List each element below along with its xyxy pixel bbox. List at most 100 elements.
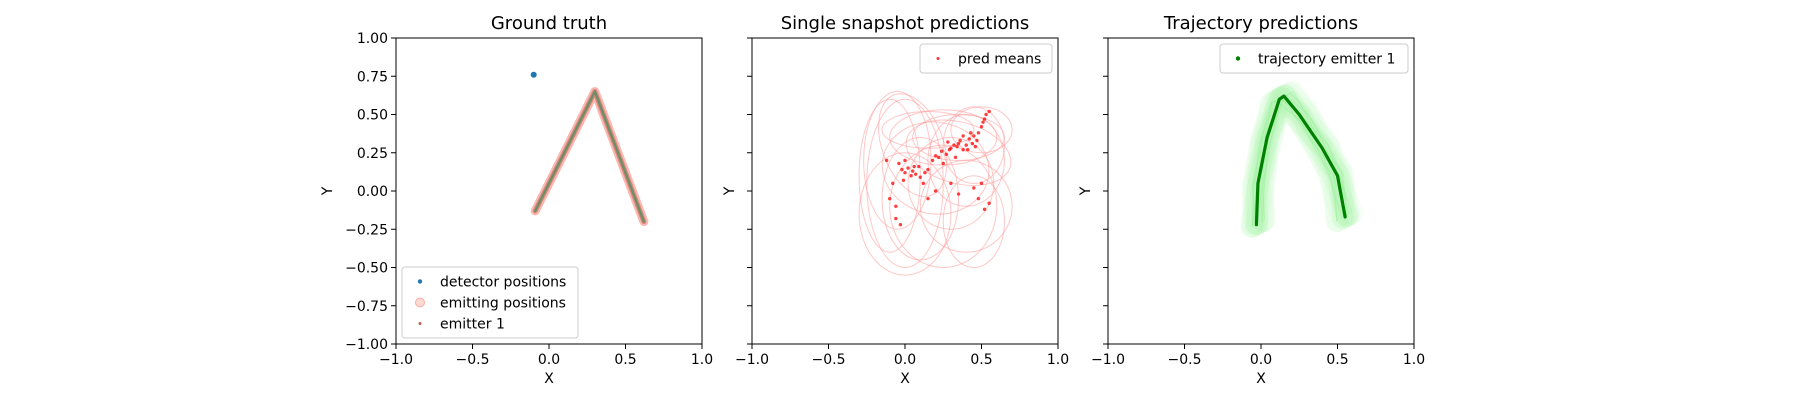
pred-mean-point: [984, 112, 988, 117]
pred-mean-point: [947, 147, 952, 152]
pred-mean-point: [918, 175, 922, 179]
pred-mean-point: [975, 138, 979, 143]
pred-uncertainty-ellipse: [889, 144, 998, 269]
pred-uncertainty-ellipse: [858, 152, 952, 276]
pred-mean-point: [949, 181, 953, 186]
y-tick-label: −0.75: [345, 299, 388, 315]
pred-mean-point: [940, 149, 944, 153]
x-tick-label: −1.0: [379, 352, 413, 368]
pred-mean-point: [987, 201, 991, 205]
pred-mean-point: [958, 138, 962, 143]
pred-mean-point: [946, 140, 950, 144]
x-tick-label: 0.5: [614, 352, 636, 368]
pred-mean-point: [979, 125, 984, 129]
pred-mean-point: [961, 147, 965, 152]
pred-mean-point: [969, 131, 973, 135]
legend-marker-pred-means: [936, 57, 940, 60]
pred-mean-point: [903, 170, 907, 175]
axes-frame: [751, 37, 1059, 345]
y-tick-label: 0.00: [357, 184, 388, 200]
pred-mean-point: [970, 141, 975, 146]
x-tick-label: −1.0: [735, 352, 769, 368]
y-tick-label: −1.00: [345, 337, 388, 353]
pred-mean-point: [956, 141, 961, 146]
pred-mean-point: [923, 170, 927, 175]
pred-mean-point: [976, 196, 981, 201]
single-snapshot-panel: Single snapshot predictions −1.0 −0.5 0.0 0.…: [722, 13, 1069, 387]
pred-mean-point: [956, 192, 961, 196]
pred-mean-point: [906, 166, 910, 170]
pred-mean-point: [982, 117, 987, 121]
chart-title: Ground truth: [491, 13, 607, 34]
pred-uncertainty-ellipse: [907, 136, 995, 230]
pred-mean-point: [897, 161, 901, 166]
pred-mean-point: [898, 222, 903, 227]
y-tick-label: −0.50: [345, 261, 388, 277]
pred-mean-point: [961, 134, 965, 138]
data-layer: [1240, 80, 1364, 238]
pred-mean-point: [894, 204, 898, 208]
x-tick-label: 1.0: [1047, 352, 1069, 368]
pred-mean-point: [926, 196, 930, 201]
x-tick-label: −0.5: [456, 352, 490, 368]
pred-mean-point: [903, 158, 907, 163]
emitting-positions-line: [530, 87, 649, 227]
y-tick-label: 0.25: [357, 146, 388, 162]
legend-label: detector positions: [440, 275, 566, 291]
pred-mean-point: [967, 137, 971, 141]
legend: trajectory emitter 1: [1219, 43, 1409, 74]
pred-uncertainty-ellipse: [881, 110, 975, 149]
pred-uncertainty-ellipse: [881, 136, 960, 261]
emitter-1-line: [534, 90, 646, 223]
y-tick-label: 0.75: [357, 69, 388, 85]
y-tick-label: 1.00: [357, 31, 388, 47]
legend-marker: [417, 279, 423, 284]
x-tick-label: 0.0: [894, 352, 916, 368]
y-axis-label: Y: [1078, 186, 1094, 196]
x-tick-label: −0.5: [1168, 352, 1202, 368]
pred-uncertainty-ellipse: [950, 106, 1013, 154]
pred-mean-point: [941, 161, 945, 166]
pred-mean-point: [976, 131, 981, 135]
legend: pred means: [919, 43, 1053, 74]
pred-mean-point: [933, 189, 938, 193]
x-axis-label: X: [544, 371, 554, 387]
legend-label: trajectory emitter 1: [1258, 52, 1395, 68]
pred-mean-point: [914, 172, 918, 176]
pred-mean-point: [900, 167, 904, 172]
legend-marker-emitter-1: [418, 322, 422, 325]
pred-mean-point: [972, 134, 976, 138]
pred-mean-point: [944, 152, 949, 156]
trajectory-emitter-1-line: [1254, 94, 1347, 227]
x-tick-label: 0.0: [1250, 352, 1272, 368]
x-tick-label: 1.0: [1403, 352, 1425, 368]
legend-marker-emitting: [415, 297, 425, 308]
pred-mean-point: [901, 178, 906, 182]
pred-mean-point: [952, 143, 956, 147]
y-axis-label: Y: [722, 186, 738, 196]
pred-mean-point: [884, 158, 889, 163]
x-tick-label: 1.0: [691, 352, 713, 368]
pred-mean-point: [982, 207, 987, 212]
pred-mean-point: [917, 164, 921, 169]
pred-mean-point: [891, 181, 895, 186]
pred-mean-point: [912, 164, 916, 169]
pred-mean-point: [955, 144, 959, 149]
x-axis-label: X: [1256, 371, 1266, 387]
data-layer: [858, 91, 1013, 276]
pred-mean-point: [930, 158, 935, 163]
legend: detector positions emitting positions emit…: [401, 266, 579, 339]
pred-mean-point: [910, 169, 915, 173]
ground-truth-panel: Ground truth −1.0 −0.5 0.0 0.5 1.0 X 1.00 0.75 0.…: [320, 13, 713, 387]
trajectory-band: [1241, 83, 1359, 237]
x-axis-label: X: [900, 371, 910, 387]
legend-box: [1219, 43, 1409, 74]
pred-mean-point: [888, 196, 892, 201]
trajectory-band-edge: [1251, 94, 1348, 226]
pred-mean-point: [926, 167, 930, 172]
x-tick-label: 0.0: [538, 352, 560, 368]
pred-mean-point: [979, 181, 984, 186]
y-tick-label: 0.50: [357, 108, 388, 124]
pred-mean-point: [973, 144, 978, 149]
pred-mean-point: [981, 120, 985, 124]
